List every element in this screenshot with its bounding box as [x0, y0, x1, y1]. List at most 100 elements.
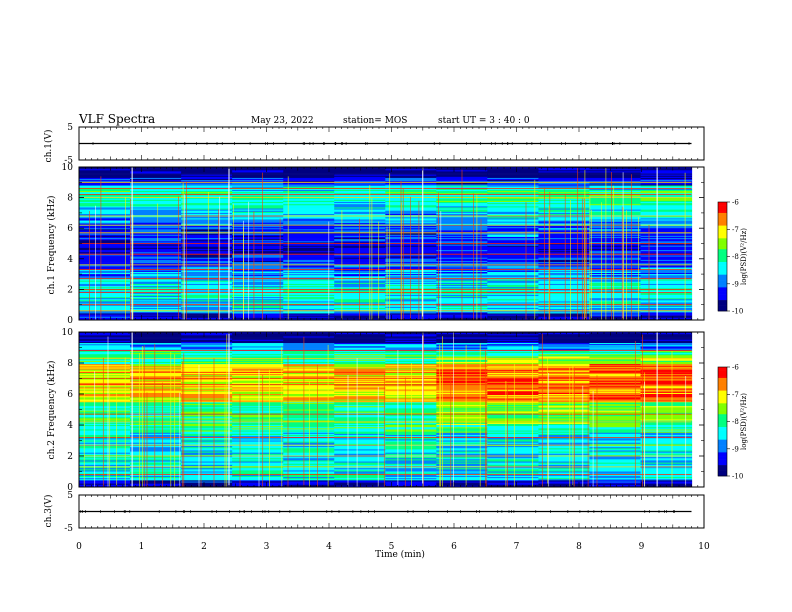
- spectrogram-cell: [487, 399, 539, 401]
- colorbar-cell: [718, 468, 727, 471]
- spectrogram-cell: [232, 397, 284, 399]
- spectrogram-cell: [232, 199, 284, 202]
- spectrogram-cell: [181, 207, 233, 209]
- spectrogram-cell: [130, 449, 182, 451]
- spectrogram-cell: [130, 239, 182, 241]
- spectrogram-cell: [334, 240, 386, 242]
- spectrogram-cell: [487, 355, 539, 357]
- spectrogram-cell: [385, 231, 437, 233]
- spectrogram-cell: [334, 456, 386, 458]
- spectrogram-cell: [181, 345, 233, 347]
- spectrogram-cell: [130, 450, 182, 452]
- spectrogram-cell: [130, 208, 182, 210]
- colorbar-cell: [718, 202, 727, 205]
- spectrogram-cell: [334, 229, 386, 231]
- spectrogram-cell: [232, 295, 284, 298]
- spectrogram-cell: [487, 448, 539, 450]
- spectrogram-cell: [181, 475, 233, 478]
- spectrogram-cell: [181, 470, 233, 472]
- spectrogram-cell: [640, 358, 693, 360]
- spectrogram-cell: [283, 206, 335, 208]
- spectrogram-cell: [130, 174, 182, 177]
- spectrogram-cell: [436, 366, 488, 368]
- spectrogram-cell: [487, 418, 539, 420]
- spectrogram-cell: [538, 436, 590, 438]
- spectrogram-cell: [130, 387, 182, 389]
- spectrogram-cell: [385, 306, 437, 309]
- spectrogram-cell: [385, 378, 437, 380]
- spectrogram-cell: [640, 229, 693, 231]
- spectrogram-cell: [130, 348, 182, 351]
- spectrogram-cell: [538, 431, 590, 434]
- spectrogram-cell: [334, 252, 386, 254]
- spectrogram-cell: [640, 380, 693, 383]
- spectrogram-cell: [589, 269, 641, 272]
- spectrogram-cell: [538, 203, 590, 205]
- spectrogram-cell: [538, 334, 590, 336]
- spectrogram-cell: [538, 386, 590, 388]
- spectrogram-cell: [334, 433, 386, 436]
- spectrogram-cell: [232, 413, 284, 416]
- spectrogram-cell: [385, 207, 437, 209]
- spectrogram-cell: [487, 297, 539, 299]
- spectrogram-cell: [385, 195, 437, 197]
- spectrogram-cell: [385, 382, 437, 385]
- spectrogram-cell: [487, 338, 539, 341]
- spectrogram-cell: [130, 439, 182, 441]
- spectrogram-cell: [538, 368, 590, 370]
- spectrogram-cell: [283, 251, 335, 253]
- spectrogram-cell: [130, 248, 182, 251]
- spectrogram-cell: [640, 230, 693, 232]
- spectrogram-cell: [79, 416, 131, 418]
- spectrogram-cell: [487, 419, 539, 421]
- spectrogram-cell: [640, 222, 693, 225]
- spectrogram-cell: [538, 279, 590, 281]
- spectrogram-cell: [130, 346, 182, 348]
- spectrogram-cell: [232, 188, 284, 191]
- spectrogram-cell: [487, 390, 539, 393]
- spectrogram-cell: [385, 385, 437, 387]
- spectrogram-cell: [385, 267, 437, 269]
- spectrogram-cell: [283, 246, 335, 249]
- spectrogram-cell: [538, 380, 590, 383]
- colorbar-cell: [718, 376, 727, 379]
- spectrogram-cell: [538, 335, 590, 337]
- spectrogram-cell: [334, 301, 386, 303]
- spectrogram-cell: [640, 359, 693, 362]
- spectrogram-cell: [232, 172, 284, 174]
- spectrogram-cell: [181, 374, 233, 376]
- colorbar-cell: [718, 223, 727, 226]
- spectrogram-cell: [385, 391, 437, 394]
- spectrogram-cell: [487, 277, 539, 279]
- spectrogram-cell: [487, 368, 539, 370]
- spectrogram-cell: [79, 394, 131, 396]
- spectrogram-cell: [487, 454, 539, 457]
- spectrogram-cell: [640, 450, 693, 452]
- spectrogram-cell: [538, 399, 590, 401]
- spectrogram-cell: [79, 305, 131, 308]
- spectrogram-cell: [385, 464, 437, 467]
- spectrogram-cell: [640, 295, 693, 298]
- spectrogram-cell: [232, 197, 284, 199]
- spectrogram-cell: [640, 336, 693, 338]
- colorbar-cell: [718, 214, 727, 217]
- spectrogram-cell: [589, 273, 641, 275]
- spectrogram-cell: [640, 315, 693, 318]
- spectrogram-cell: [640, 176, 693, 179]
- spectrogram-cell: [181, 312, 233, 314]
- spectrogram-cell: [283, 358, 335, 360]
- spectrogram-cell: [538, 211, 590, 214]
- spectrogram-cell: [232, 301, 284, 303]
- spectrogram-cell: [334, 481, 386, 483]
- spectrogram-cell: [283, 203, 335, 205]
- spectrogram-cell: [589, 467, 641, 469]
- colorbar-cell: [718, 381, 727, 384]
- spectrogram-cell: [232, 338, 284, 341]
- spectrogram-cell: [130, 463, 182, 466]
- spectrogram-cell: [436, 442, 488, 445]
- spectrogram-cell: [640, 478, 693, 480]
- spectrogram-cell: [589, 281, 641, 284]
- spectrogram-cell: [334, 248, 386, 251]
- spectrogram-cell: [283, 218, 335, 220]
- spectrogram-cell: [130, 246, 182, 249]
